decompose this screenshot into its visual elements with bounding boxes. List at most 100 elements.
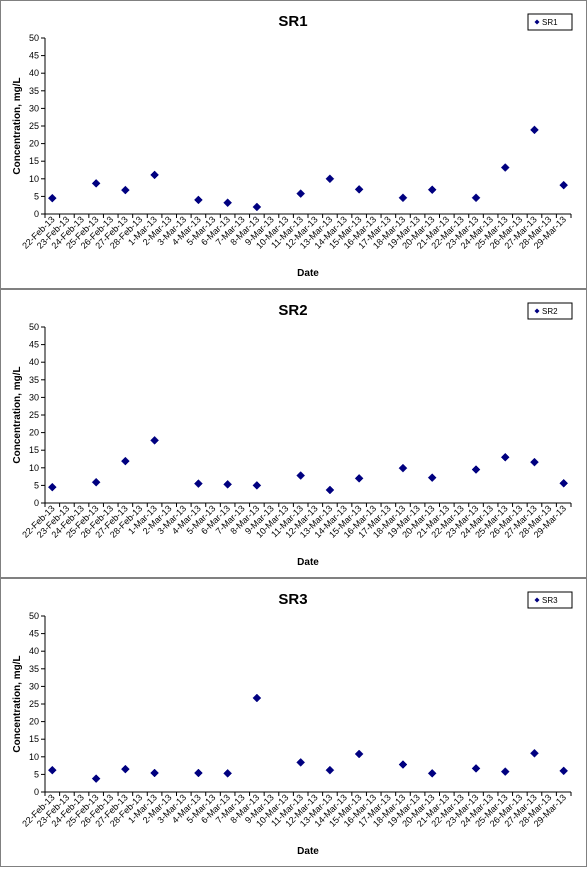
data-point <box>325 174 335 184</box>
data-point <box>150 435 159 445</box>
data-point <box>500 163 510 172</box>
y-tick-label: 35 <box>29 664 39 674</box>
data-point <box>252 202 262 212</box>
y-tick-label: 0 <box>34 209 39 219</box>
legend-label: SR3 <box>542 596 558 605</box>
y-tick-label: 25 <box>29 410 39 420</box>
legend-box <box>527 591 573 609</box>
data-point <box>530 748 539 758</box>
y-tick-label: 45 <box>29 629 39 639</box>
data-point <box>559 180 569 190</box>
data-point <box>296 758 306 767</box>
y-tick-label: 15 <box>29 445 39 455</box>
legend-box <box>527 13 573 31</box>
data-point <box>47 193 57 203</box>
data-point <box>325 765 335 775</box>
data-point <box>471 465 481 474</box>
chart-panel-sr2: SR2 0 5 10 15 20 25 30 35 40 45 50 22-Feb-13 23-Feb-1… <box>0 289 587 578</box>
data-point <box>471 193 481 203</box>
y-axis-label: Concentration, mg/L <box>12 366 23 463</box>
data-point <box>427 473 437 483</box>
y-tick-label: 0 <box>34 498 39 508</box>
legend-label: SR2 <box>542 307 558 316</box>
data-point <box>121 456 130 466</box>
data-point <box>194 195 203 205</box>
data-point <box>559 766 569 776</box>
y-tick-label: 25 <box>29 699 39 709</box>
y-tick-label: 30 <box>29 103 39 113</box>
data-point <box>354 185 364 194</box>
chart-panel-sr1: SR1 0 5 10 15 20 25 30 35 40 45 50 22-Feb-13 23-Feb-1… <box>0 0 587 289</box>
y-tick-label: 35 <box>29 375 39 385</box>
legend-box <box>527 302 573 320</box>
data-point <box>427 185 437 195</box>
data-point <box>47 482 57 492</box>
data-point <box>223 198 232 208</box>
x-axis-label: Date <box>297 268 319 279</box>
data-point <box>398 193 408 203</box>
data-point <box>47 765 57 775</box>
y-tick-label: 5 <box>34 769 39 779</box>
chart-title: SR3 <box>278 591 307 608</box>
data-point <box>398 760 408 769</box>
y-tick-label: 10 <box>29 752 39 762</box>
y-tick-label: 15 <box>29 156 39 166</box>
legend-marker <box>534 597 540 603</box>
chart-sr1: SR10510152025303540455022-Feb-1323-Feb-1… <box>12 13 573 279</box>
chart-panel-sr3: SR3 0 5 10 15 20 25 30 35 40 45 50 22-Feb-13 23-Feb-1… <box>0 578 587 867</box>
data-point <box>194 768 203 778</box>
y-tick-label: 10 <box>29 174 39 184</box>
y-tick-label: 20 <box>29 139 39 149</box>
data-point <box>325 485 335 495</box>
y-tick-label: 0 <box>34 787 39 797</box>
data-point <box>150 768 159 778</box>
y-tick-label: 5 <box>34 191 39 201</box>
data-point <box>150 170 159 180</box>
chart-sr3: SR30510152025303540455022-Feb-1323-Feb-1… <box>12 591 573 857</box>
chart-title: SR2 <box>278 302 307 319</box>
data-point <box>91 774 101 783</box>
data-point <box>223 768 232 778</box>
data-point <box>121 185 130 195</box>
chart-title: SR1 <box>278 13 307 30</box>
data-point <box>471 764 481 773</box>
y-tick-label: 40 <box>29 68 39 78</box>
y-tick-label: 45 <box>29 340 39 350</box>
y-tick-label: 50 <box>29 611 39 621</box>
y-tick-label: 50 <box>29 322 39 332</box>
data-point <box>530 457 539 467</box>
data-point <box>354 474 364 483</box>
y-tick-label: 20 <box>29 717 39 727</box>
legend-marker <box>534 308 540 314</box>
y-tick-label: 40 <box>29 357 39 367</box>
data-point <box>354 749 364 759</box>
y-tick-label: 45 <box>29 51 39 61</box>
data-point <box>559 478 569 488</box>
data-point <box>530 125 539 135</box>
legend-label: SR1 <box>542 18 558 27</box>
data-point <box>500 452 510 462</box>
data-point <box>296 189 306 198</box>
y-axis-label: Concentration, mg/L <box>12 77 23 174</box>
x-axis-label: Date <box>297 846 319 857</box>
y-tick-label: 10 <box>29 463 39 473</box>
y-tick-label: 35 <box>29 86 39 96</box>
data-point <box>194 479 203 488</box>
y-tick-label: 30 <box>29 392 39 402</box>
data-point <box>91 477 101 487</box>
data-point <box>296 471 306 480</box>
y-tick-label: 15 <box>29 734 39 744</box>
y-tick-label: 30 <box>29 681 39 691</box>
data-point <box>500 767 510 776</box>
y-tick-label: 50 <box>29 33 39 43</box>
y-tick-label: 40 <box>29 646 39 656</box>
y-tick-label: 25 <box>29 121 39 131</box>
data-point <box>91 179 101 188</box>
chart-sr2: SR20510152025303540455022-Feb-1323-Feb-1… <box>12 302 573 568</box>
data-point <box>252 693 262 703</box>
y-tick-label: 5 <box>34 480 39 490</box>
data-point <box>223 479 232 489</box>
data-point <box>121 764 130 774</box>
data-point <box>427 768 437 778</box>
data-point <box>398 463 408 473</box>
